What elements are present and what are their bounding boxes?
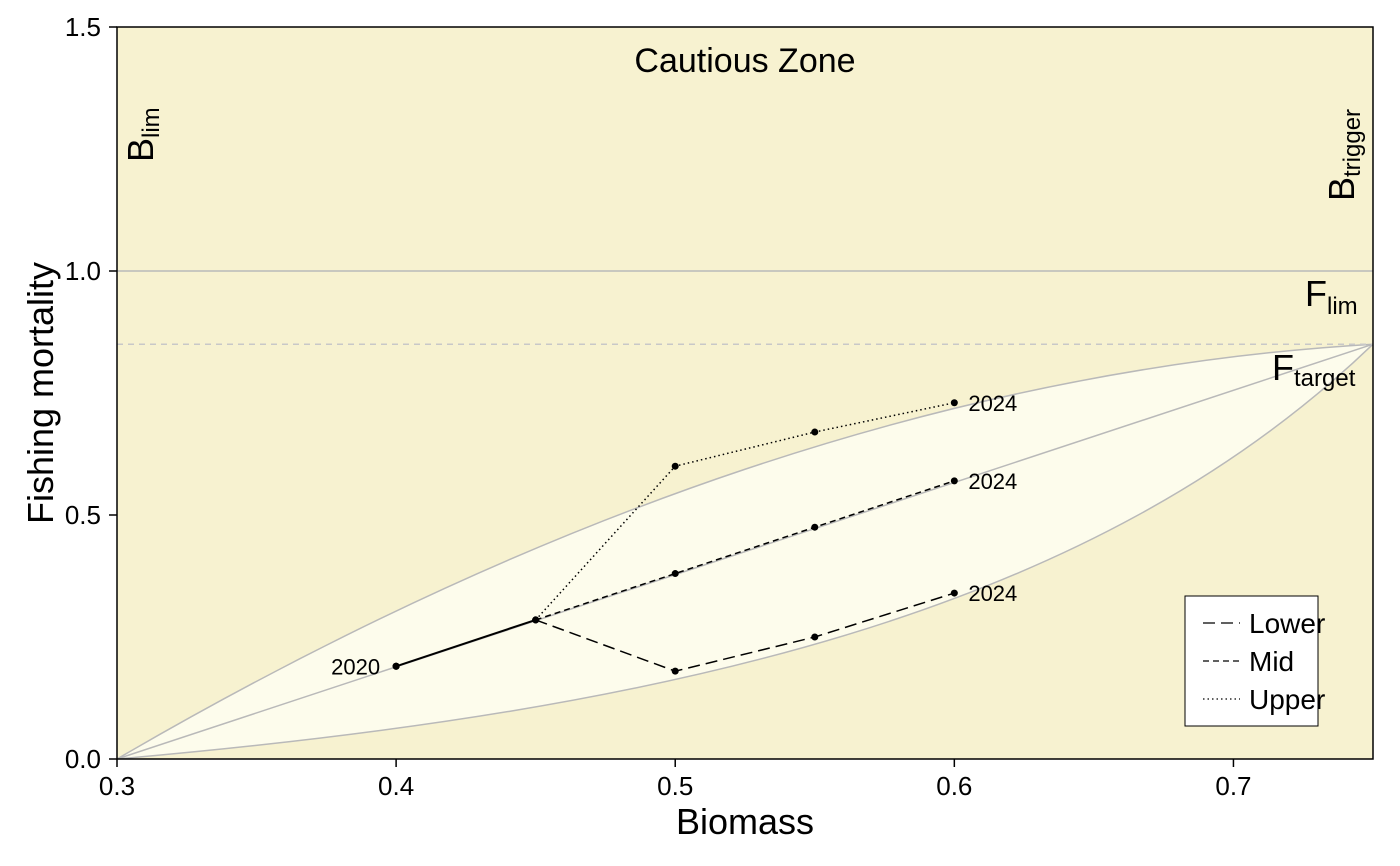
series-point-lower xyxy=(811,633,819,641)
series-point-upper xyxy=(811,428,819,436)
series-point-mid xyxy=(811,523,819,531)
series-point-lower xyxy=(671,667,679,675)
series-layer: 2024 2024 2024 2020 xyxy=(331,391,1017,680)
envelope-lower-curve xyxy=(116,343,1374,760)
legend-label-mid: Mid xyxy=(1249,646,1294,677)
shared-start-segment xyxy=(395,618,536,668)
ftarget-label: Ftarget xyxy=(1272,347,1356,392)
series-point-lower xyxy=(950,589,958,597)
end-year-label-lower: 2024 xyxy=(968,581,1017,606)
end-year-label-upper: 2024 xyxy=(968,391,1017,416)
y-axis-ticks: 0.0 0.5 1.0 1.5 xyxy=(65,12,117,774)
series-point-mid xyxy=(671,570,679,578)
x-tick-label: 0.7 xyxy=(1215,771,1251,801)
x-axis-title: Biomass xyxy=(676,801,814,842)
btrigger-label: Btrigger xyxy=(1321,109,1366,201)
series-point-upper xyxy=(671,462,679,470)
y-tick-label: 0.0 xyxy=(65,744,101,774)
y-tick-label: 1.5 xyxy=(65,12,101,42)
flim-label: Flim xyxy=(1305,273,1358,320)
y-tick-label: 1.0 xyxy=(65,256,101,286)
y-axis-title: Fishing mortality xyxy=(20,262,61,524)
x-tick-label: 0.3 xyxy=(99,771,135,801)
series-point-mid xyxy=(950,477,958,485)
series-point-upper xyxy=(392,662,400,670)
legend-label-lower: Lower xyxy=(1249,608,1325,639)
series-line-upper xyxy=(535,402,955,621)
legend: Lower Mid Upper xyxy=(1184,595,1325,727)
envelope-upper-curve xyxy=(116,343,1374,760)
x-tick-label: 0.6 xyxy=(936,771,972,801)
y-tick-label: 0.5 xyxy=(65,500,101,530)
x-tick-label: 0.4 xyxy=(378,771,414,801)
blim-label: Blim xyxy=(120,107,165,162)
series-point-upper xyxy=(950,399,958,407)
envelope-mid-line xyxy=(116,343,1374,760)
series-point-upper xyxy=(532,616,540,624)
zone-label: Cautious Zone xyxy=(634,42,855,80)
x-tick-label: 0.5 xyxy=(657,771,693,801)
legend-label-upper: Upper xyxy=(1249,684,1325,715)
plot-frame xyxy=(116,26,1374,760)
end-year-label-mid: 2024 xyxy=(968,469,1017,494)
start-year-label: 2020 xyxy=(331,654,380,679)
series-line-lower xyxy=(535,592,955,672)
x-axis-ticks: 0.3 0.4 0.5 0.6 0.7 xyxy=(99,759,1252,801)
series-line-mid xyxy=(535,480,955,621)
